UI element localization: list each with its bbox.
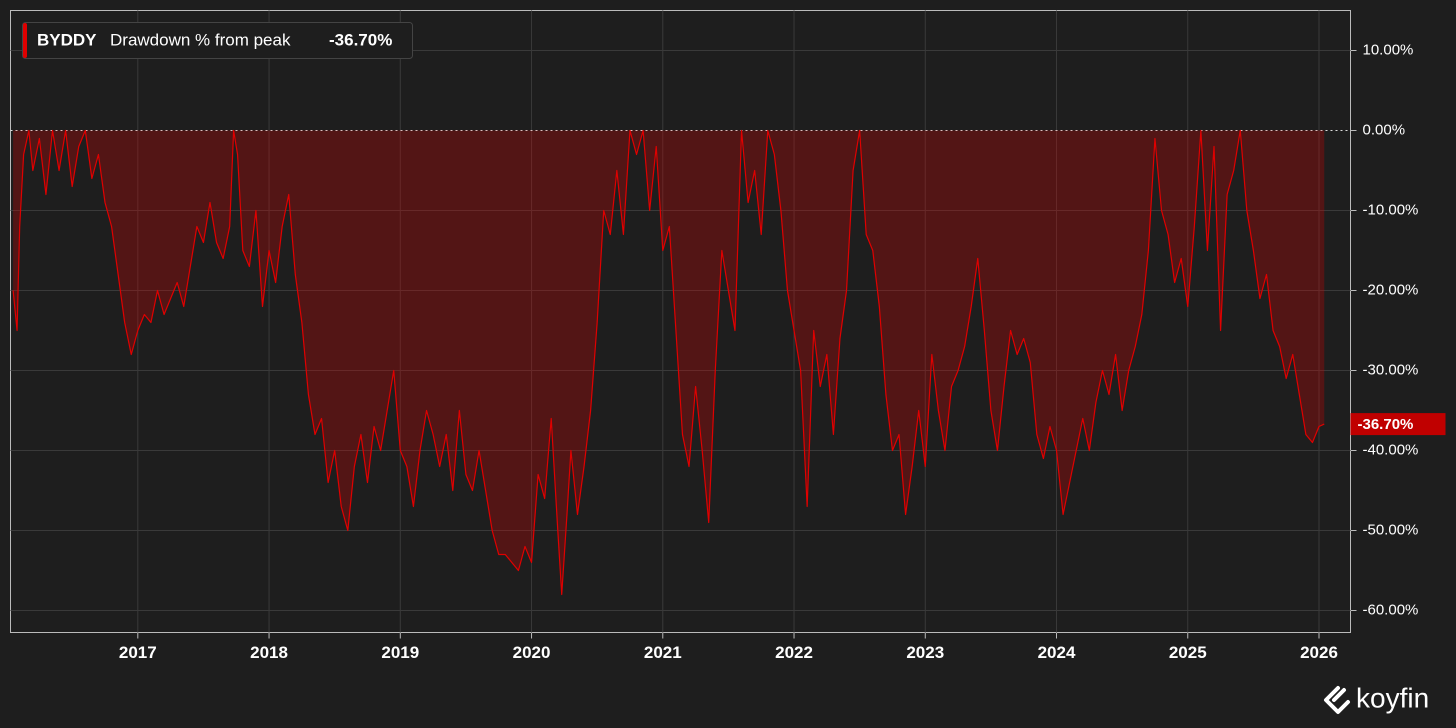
legend-swatch [23,23,27,58]
current-value-label: -36.70% [1358,416,1414,433]
axes: 2017 2018 2019 2020 2021 2022 2023 2024 2025 2026… [119,41,1446,662]
x-tick-label: 2021 [644,643,682,662]
y-tick-label: -50.00% [1363,521,1419,538]
x-tick-label: 2022 [775,643,813,662]
x-tick-label: 2017 [119,643,157,662]
y-tick-label: 10.00% [1363,41,1414,58]
y-tick-label: -10.00% [1363,201,1419,218]
y-tick-label: 0.00% [1363,121,1406,138]
watermark: koyfin [1324,682,1429,714]
legend-title: Drawdown % from peak [110,30,291,49]
watermark-logo [1324,686,1350,714]
current-value-badge [1350,413,1446,436]
x-tick-label: 2019 [381,643,419,662]
x-tick-label: 2024 [1038,643,1076,662]
y-tick-label: -40.00% [1363,441,1419,458]
area-fill [13,130,1325,595]
x-tick-label: 2025 [1169,643,1207,662]
x-tick-label: 2026 [1300,643,1338,662]
legend: BYDDY Drawdown % from peak -36.70% [22,22,413,59]
y-tick-label: -30.00% [1363,361,1419,378]
data-layer [12,129,1325,596]
y-tick-label: -20.00% [1363,281,1419,298]
y-tick-label: -60.00% [1363,601,1419,618]
x-tick-label: 2023 [906,643,944,662]
line [12,129,1325,596]
x-tick-label: 2020 [513,643,551,662]
grid [10,10,1351,633]
watermark-text: koyfin [1356,682,1429,713]
legend-series-name: BYDDY [37,30,97,49]
x-tick-label: 2018 [250,643,288,662]
legend-box [22,22,413,59]
plot-frame [10,10,1351,633]
legend-current-value: -36.70% [329,30,392,49]
